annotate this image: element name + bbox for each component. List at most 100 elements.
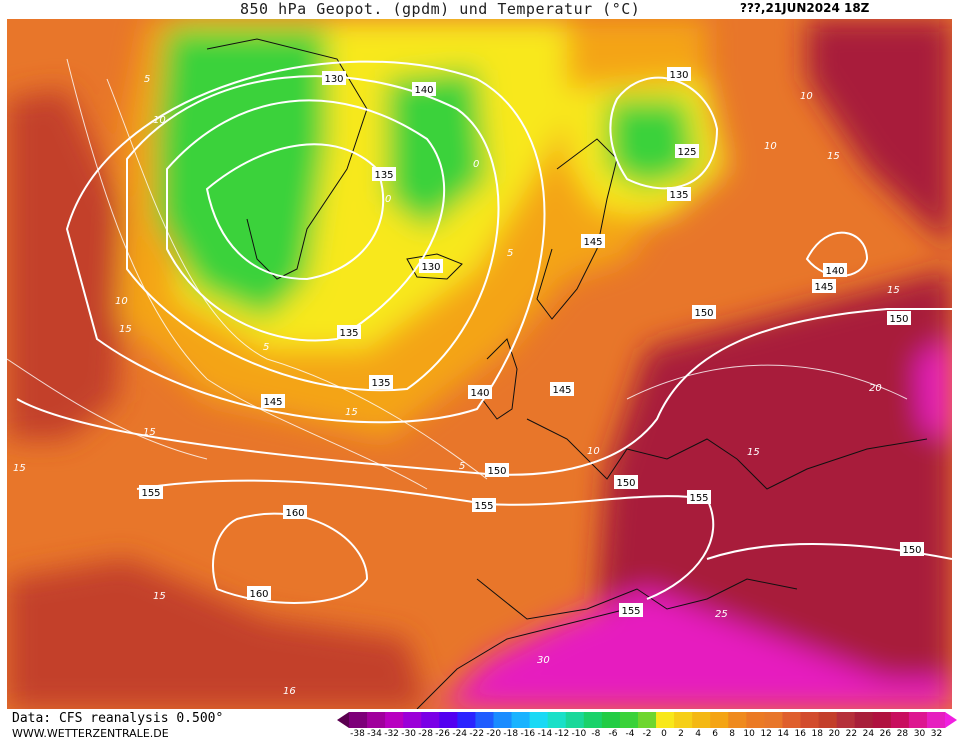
geo-label-text: 135	[371, 378, 390, 389]
temp-label: 5	[459, 461, 465, 472]
scale-swatch	[619, 712, 639, 728]
scale-swatch	[565, 712, 585, 728]
temp-label: 20	[869, 383, 882, 394]
geo-label-text: 145	[814, 282, 833, 293]
geo-label-text: 160	[249, 589, 268, 600]
scale-tick-label: -16	[520, 729, 536, 739]
temp-label: 16	[283, 686, 296, 697]
temp-label: 5	[144, 74, 150, 85]
geo-label: 140	[823, 263, 847, 277]
isotherm-15	[7, 358, 208, 460]
europe-coast	[526, 418, 928, 490]
mediterranean-coast	[476, 578, 798, 620]
geo-label: 155	[139, 485, 163, 499]
british-isles-coast	[481, 338, 518, 420]
temp-label: 15	[143, 427, 156, 438]
geopotential-contours	[16, 60, 952, 604]
scale-swatch	[710, 712, 729, 728]
geo-label-text: 150	[889, 314, 908, 325]
geo-label-text: 145	[552, 385, 571, 396]
geo-label: 150	[900, 542, 924, 556]
red-west-region	[7, 89, 127, 439]
scale-swatch	[674, 712, 693, 728]
magenta-southeast-region	[917, 339, 952, 439]
scale-tick-label: 10	[743, 729, 755, 739]
scale-tick-label: -32	[384, 729, 399, 739]
scale-swatch	[583, 712, 603, 728]
isotherm-5	[106, 78, 488, 480]
geo-label: 145	[581, 234, 605, 248]
temp-label: 15	[345, 407, 358, 418]
scale-swatch	[601, 712, 621, 728]
temp-label: 10	[153, 115, 166, 126]
north-africa-coast	[416, 608, 628, 709]
scale-tick-label: 32	[930, 729, 943, 739]
scale-tick-label: -10	[571, 729, 587, 739]
scale-tick-label: 12	[760, 729, 772, 739]
geo-label-text: 155	[474, 501, 493, 512]
geo-label: 145	[550, 382, 574, 396]
scale-swatch	[403, 712, 422, 728]
website-credit: WWW.WETTERZENTRALE.DE	[12, 727, 169, 740]
temp-label: 25	[715, 609, 728, 620]
contour-145	[65, 60, 546, 424]
geo-label: 155	[619, 603, 643, 617]
geo-label-text: 145	[263, 397, 282, 408]
geo-label: 150	[485, 463, 509, 477]
geo-label: 160	[283, 505, 307, 519]
scale-arrow-left	[337, 712, 349, 728]
scale-tick-label: -4	[625, 729, 635, 739]
scale-swatch	[692, 712, 711, 728]
contour-130	[205, 143, 385, 281]
scale-tick-label: -6	[608, 729, 618, 739]
scale-swatch	[836, 712, 856, 728]
scale-tick-label: -12	[554, 729, 570, 739]
iceland-coast	[406, 253, 463, 280]
scale-tick-label: 0	[661, 729, 667, 739]
dark-red-southwest-region	[7, 559, 427, 709]
scale-tick-label: 30	[913, 729, 926, 739]
scale-tick-label: 24	[862, 729, 875, 739]
scale-swatch	[800, 712, 820, 728]
temp-label: 15	[119, 324, 132, 335]
contour-label-group: 130 140 130 125 135 135 130 145 140 145 …	[139, 67, 924, 617]
temp-label: 10	[587, 446, 600, 457]
geo-label: 135	[667, 187, 691, 201]
contour-150	[16, 308, 952, 476]
temp-label: 0	[385, 194, 391, 205]
scale-tick-label: 6	[712, 729, 718, 739]
magenta-north-africa-region	[437, 589, 952, 709]
geo-label: 150	[887, 311, 911, 325]
crimson-east-region	[597, 269, 952, 709]
geo-label-text: 155	[689, 493, 708, 504]
scale-swatch	[728, 712, 747, 728]
temp-label: 5	[507, 248, 513, 259]
geo-label: 135	[337, 325, 361, 339]
scale-swatch	[854, 712, 874, 728]
geo-label: 130	[419, 259, 443, 273]
scale-swatch	[782, 712, 802, 728]
geo-label-text: 145	[583, 237, 602, 248]
geo-label: 135	[369, 375, 393, 389]
geo-label-text: 130	[421, 262, 440, 273]
scale-tick-label: 4	[695, 729, 701, 739]
scale-swatch	[908, 712, 928, 728]
green-north-region	[607, 99, 697, 189]
scale-tick-label: -2	[642, 729, 652, 739]
geo-label: 155	[687, 490, 711, 504]
scale-tick-label: 18	[811, 729, 824, 739]
scale-swatch	[656, 712, 675, 728]
scale-tick-label: 22	[845, 729, 858, 739]
chart-title: 850 hPa Geopot. (gpdm) und Temperatur (°…	[240, 0, 641, 18]
geo-label-text: 155	[621, 606, 640, 617]
scale-swatch	[385, 712, 404, 728]
color-scale-ticks: -38 -34 -32 -30 -28 -26 -24 -22 -20 -18 -16 -14 -12-…	[337, 729, 957, 741]
scale-tick-label: -38	[350, 729, 365, 739]
geo-label-text: 140	[470, 388, 489, 399]
scale-tick-label: -8	[591, 729, 601, 739]
scale-swatch	[421, 712, 440, 728]
scale-swatch	[764, 712, 783, 728]
temp-label: 15	[887, 285, 900, 296]
geo-label: 125	[675, 144, 699, 158]
